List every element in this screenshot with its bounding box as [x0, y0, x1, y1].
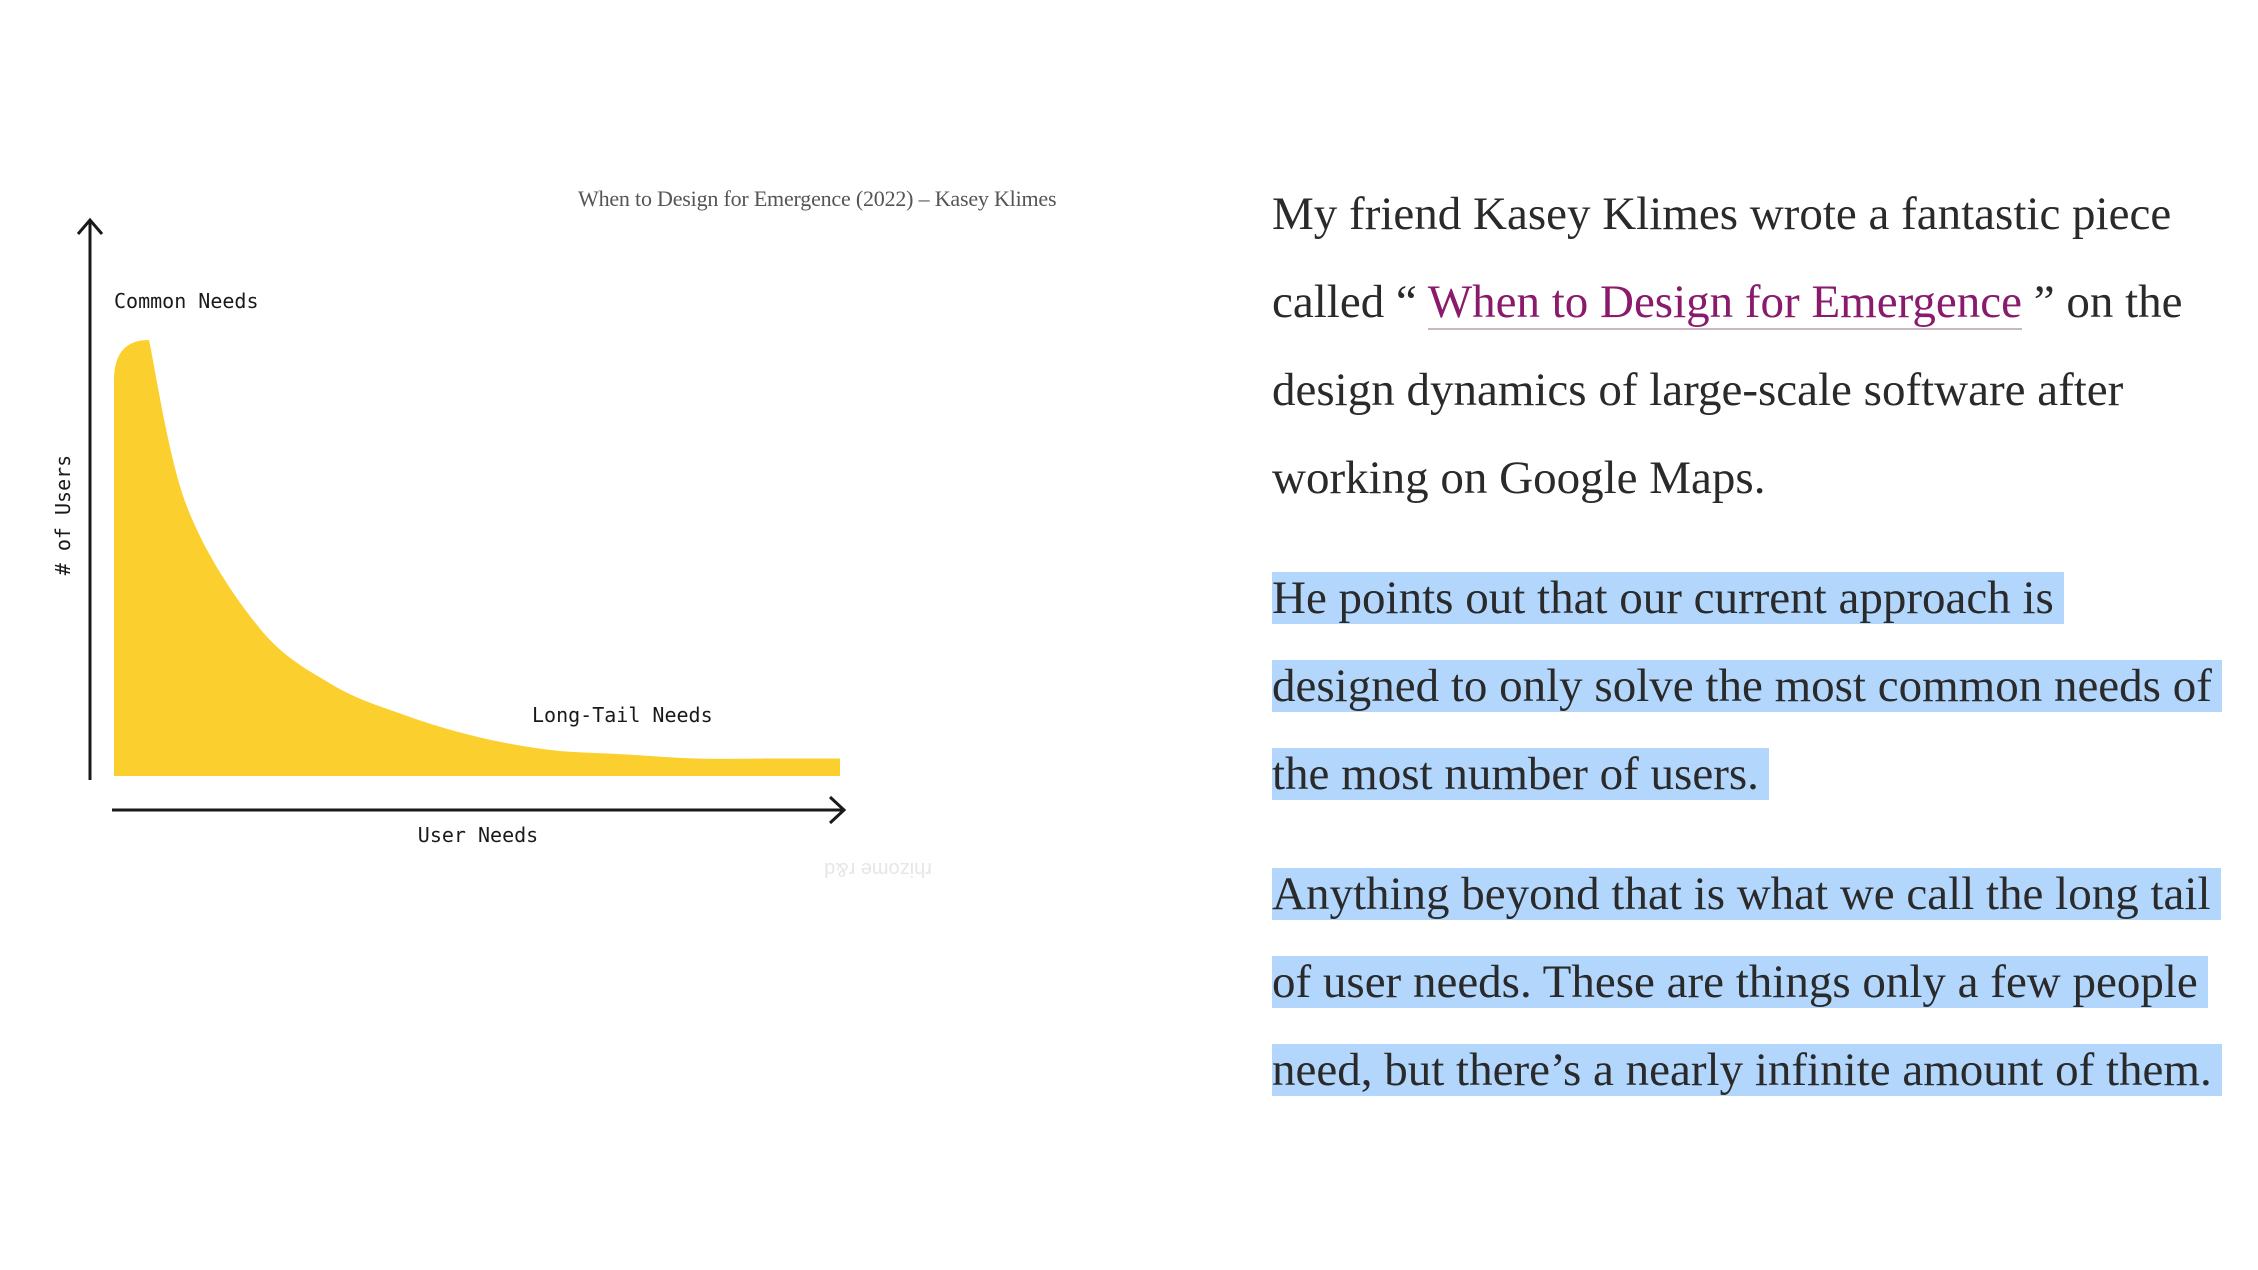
paragraph-intro-after: ” on the design dynamics of large-scale …: [1272, 276, 2183, 504]
y-axis-arrow: [76, 217, 104, 235]
figure-caption: When to Design for Emergence (2022) – Ka…: [578, 186, 1057, 211]
long-tail-area: [114, 340, 840, 776]
article-text: My friend Kasey Klimes wrote a fantastic…: [1272, 170, 2232, 1146]
paragraph-intro: My friend Kasey Klimes wrote a fantastic…: [1272, 170, 2232, 522]
chart-figure: When to Design for Emergence (2022) – Ka…: [40, 170, 1100, 890]
watermark-text: rhizome r&d: [824, 858, 932, 880]
paragraph-long-tail: Anything beyond that is what we call the…: [1272, 850, 2232, 1114]
y-axis-label: # of Users: [51, 455, 75, 575]
annotation-long-tail-needs: Long-Tail Needs: [532, 703, 713, 727]
x-axis-label: User Needs: [418, 823, 538, 847]
emergence-article-link[interactable]: When to Design for Emergence: [1427, 276, 2022, 330]
highlighted-text-common-needs[interactable]: He points out that our current approach …: [1272, 572, 2222, 800]
long-tail-chart: Common Needs Long-Tail Needs User Needs …: [51, 217, 932, 880]
paragraph-common-needs: He points out that our current approach …: [1272, 554, 2232, 818]
x-axis-arrow: [828, 795, 847, 825]
paragraph-intro-before: My friend Kasey Klimes wrote a fantastic…: [1272, 188, 2172, 328]
highlighted-text-long-tail[interactable]: Anything beyond that is what we call the…: [1272, 868, 2222, 1096]
annotation-common-needs: Common Needs: [114, 289, 259, 313]
